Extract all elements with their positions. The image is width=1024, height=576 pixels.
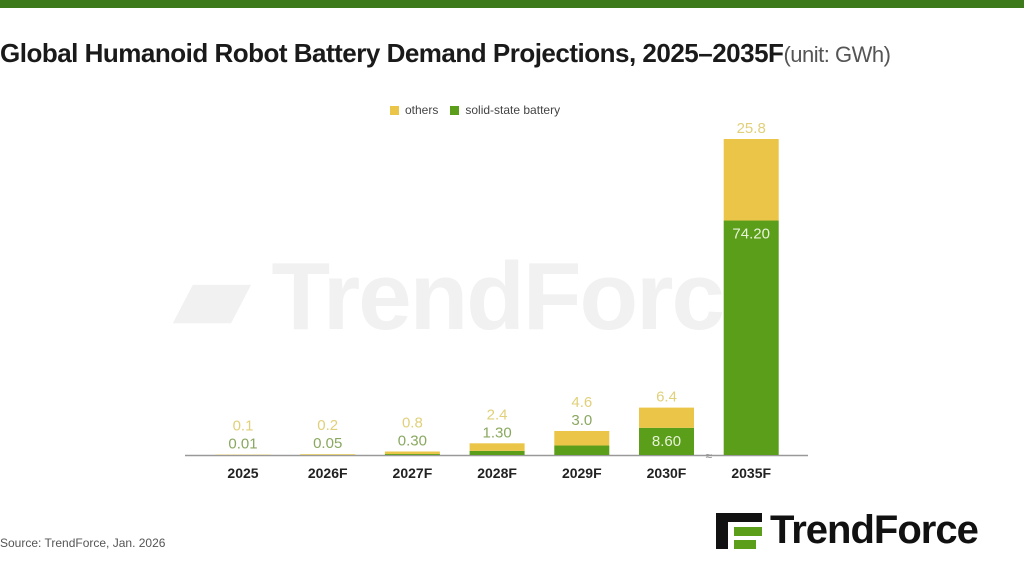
x-tick-label: 2028F bbox=[477, 465, 517, 481]
data-label-solid-state: 0.05 bbox=[313, 435, 342, 452]
x-tick-label: 2035F bbox=[731, 465, 771, 481]
bar-others bbox=[469, 443, 525, 451]
source-note: Source: TrendForce, Jan. 2026 bbox=[0, 536, 166, 550]
bar-solid-state bbox=[639, 427, 694, 455]
data-label-solid-state: 8.60 bbox=[652, 433, 681, 450]
bar-solid-state bbox=[384, 454, 440, 455]
data-label-solid-state: 0.01 bbox=[228, 436, 257, 453]
brand-name: TrendForce bbox=[770, 508, 979, 552]
data-label-others: 4.6 bbox=[571, 394, 592, 411]
data-label-solid-state: 74.20 bbox=[732, 226, 770, 243]
bar-solid-state bbox=[723, 220, 779, 455]
axis-break-icon: ≈ bbox=[706, 449, 713, 463]
bar-others bbox=[639, 407, 694, 428]
trendforce-logo-icon bbox=[716, 512, 762, 549]
x-tick-label: 2025 bbox=[227, 465, 258, 481]
title-text: Global Humanoid Robot Battery Demand Pro… bbox=[0, 38, 784, 68]
data-label-others: 6.4 bbox=[656, 389, 677, 406]
legend-label-solid: solid-state battery bbox=[465, 103, 561, 117]
x-tick-label: 2029F bbox=[562, 465, 602, 481]
bar-others bbox=[300, 454, 356, 455]
data-label-others: 0.2 bbox=[317, 417, 338, 434]
legend-swatch-solid bbox=[450, 106, 460, 115]
data-label-solid-state: 1.30 bbox=[482, 424, 511, 441]
legend-swatch-others bbox=[390, 106, 399, 115]
legend-solid: solid-state battery bbox=[450, 103, 560, 117]
legend-label-others: others bbox=[405, 103, 439, 117]
bar-others bbox=[723, 139, 779, 221]
bar-solid-state bbox=[554, 445, 610, 455]
chart-title: Global Humanoid Robot Battery Demand Pro… bbox=[0, 38, 891, 69]
bar-others bbox=[554, 430, 610, 446]
unit-label: (unit: GWh) bbox=[783, 42, 891, 67]
data-label-others: 2.4 bbox=[487, 406, 508, 423]
bar-others bbox=[384, 451, 440, 455]
data-label-others: 25.8 bbox=[737, 120, 766, 137]
bar-solid-state bbox=[469, 450, 525, 455]
x-tick-label: 2026F bbox=[308, 465, 348, 481]
x-tick-label: 2030F bbox=[647, 465, 687, 481]
watermark: ▰ TrendForce bbox=[175, 243, 776, 350]
legend: others solid-state battery bbox=[390, 103, 560, 117]
brand-logo: TrendForce bbox=[716, 508, 979, 553]
data-label-solid-state: 3.0 bbox=[571, 412, 592, 429]
data-label-others: 0.1 bbox=[233, 418, 254, 435]
legend-others: others bbox=[390, 103, 438, 117]
top-accent-bar bbox=[0, 0, 1024, 8]
data-label-others: 0.8 bbox=[402, 415, 423, 432]
x-tick-label: 2027F bbox=[393, 465, 433, 481]
data-label-solid-state: 0.30 bbox=[398, 433, 427, 450]
